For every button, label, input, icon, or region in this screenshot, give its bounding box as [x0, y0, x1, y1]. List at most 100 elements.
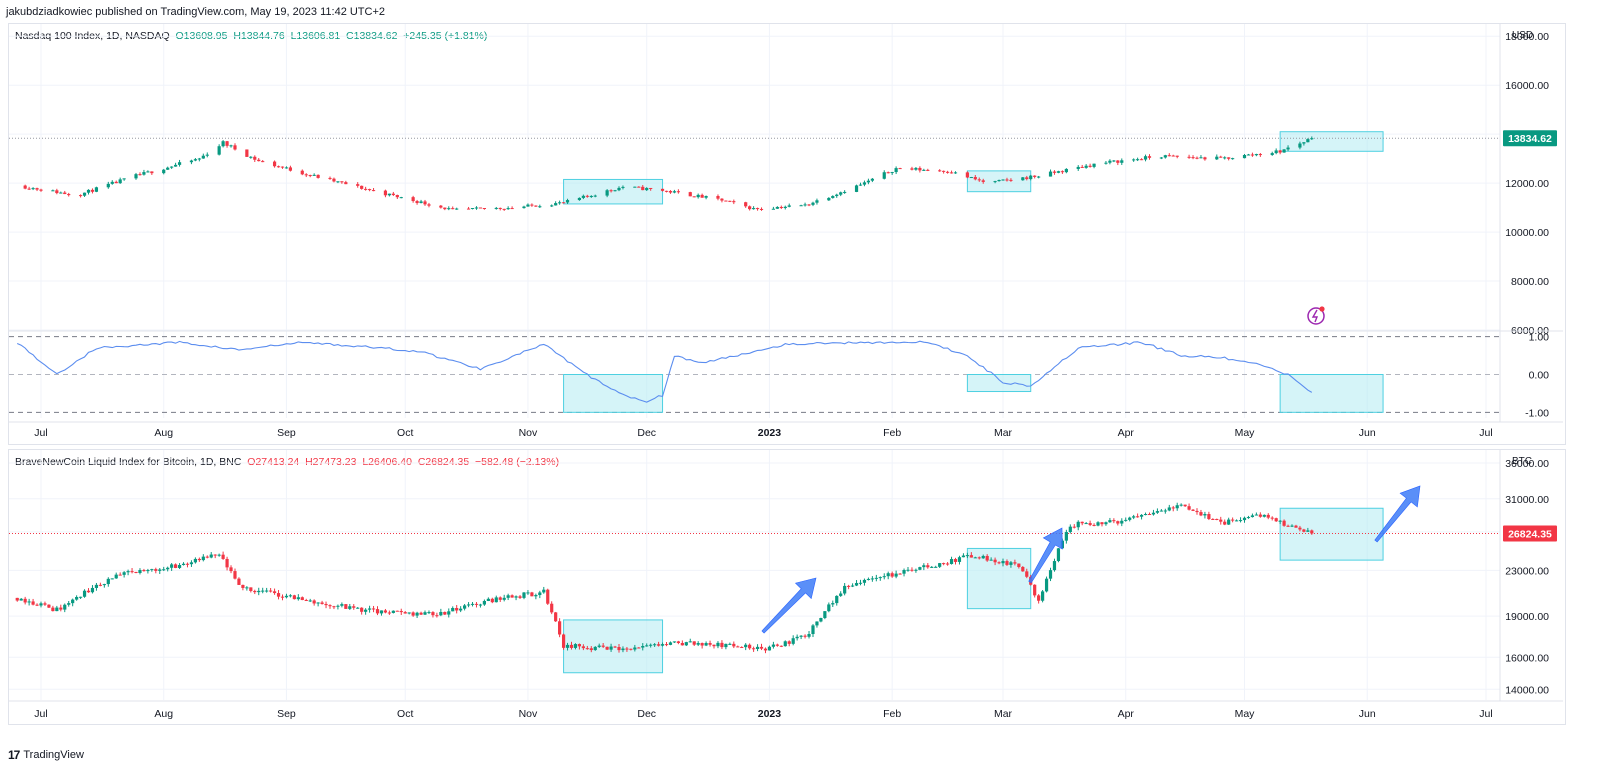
btc-candle: [67, 600, 71, 607]
btc-candle-body: [35, 604, 39, 606]
btc-candle: [1203, 511, 1207, 519]
nasdaq-candle-body: [63, 192, 67, 195]
nasdaq-candle: [427, 202, 431, 208]
btc-arrow-2: [1374, 485, 1421, 543]
nasdaq-candle: [229, 144, 233, 148]
nasdaq-candle: [328, 176, 332, 180]
btc-candle: [787, 640, 791, 647]
btc-candle: [1179, 503, 1183, 507]
nasdaq-candle-body: [439, 205, 443, 208]
nasdaq-candle-body: [922, 169, 926, 171]
nasdaq-candle-body: [969, 177, 973, 179]
btc-candle: [1270, 516, 1274, 521]
nasdaq-candle: [839, 191, 843, 197]
nasdaq-time-label-1: Aug: [154, 427, 173, 439]
btc-candle-body: [1100, 522, 1104, 525]
nasdaq-candle: [1302, 142, 1306, 146]
nasdaq-candle: [451, 206, 455, 210]
btc-candle-body: [554, 612, 558, 622]
btc-candle-body: [1179, 504, 1183, 506]
nasdaq-candle-body: [383, 190, 388, 196]
nasdaq-candle-body: [284, 167, 289, 169]
btc-candle: [423, 610, 427, 615]
btc-candle: [510, 594, 514, 598]
nasdaq-candle: [696, 193, 700, 199]
btc-candle: [684, 641, 688, 647]
btc-candle-body: [1041, 591, 1045, 601]
btc-candle: [391, 610, 395, 614]
footer[interactable]: 17 TradingView: [8, 748, 84, 762]
nasdaq-candle: [1080, 164, 1084, 169]
btc-candle: [304, 598, 308, 602]
indicator-highlight-box-0: [563, 374, 664, 413]
nasdaq-candle-body: [276, 166, 281, 168]
btc-highlight-box-1: [966, 547, 1032, 610]
btc-candle: [1223, 519, 1227, 526]
btc-candle: [1151, 509, 1156, 516]
nasdaq-candle: [949, 170, 954, 174]
nasdaq-candle-body: [1143, 156, 1148, 160]
btc-candle-body: [514, 596, 518, 598]
nasdaq-candle-body: [704, 196, 708, 198]
btc-candle: [1310, 529, 1314, 535]
btc-candle-body: [660, 644, 665, 646]
nasdaq-candle: [150, 171, 154, 175]
nasdaq-candle: [1219, 155, 1223, 158]
nasdaq-candle-body: [744, 202, 748, 207]
nasdaq-price-tick-4: 10000.00: [1505, 227, 1549, 239]
nasdaq-candle: [1215, 154, 1219, 161]
nasdaq-candle: [1064, 168, 1068, 174]
nasdaq-candle-body: [783, 206, 787, 209]
btc-candle: [43, 601, 47, 606]
nasdaq-candle: [676, 189, 680, 194]
btc-candle: [656, 641, 661, 647]
btc-candle: [1254, 512, 1258, 516]
nasdaq-candle: [938, 169, 942, 172]
nasdaq-candle: [1001, 179, 1005, 181]
btc-legend[interactable]: BraveNewCoin Liquid Index for Bitcoin, 1…: [15, 456, 559, 468]
nasdaq-candle: [815, 198, 819, 205]
btc-candle-body: [712, 644, 716, 647]
nasdaq-candle-body: [1108, 160, 1112, 163]
btc-candle-body: [1203, 514, 1207, 516]
nasdaq-candle: [593, 194, 597, 198]
btc-candle: [862, 578, 867, 586]
btc-candle-body: [1147, 514, 1152, 516]
btc-candle: [839, 591, 843, 597]
btc-candle-body: [221, 554, 225, 559]
nasdaq-candle: [534, 205, 538, 207]
btc-candle-body: [75, 596, 79, 600]
btc-candle-body: [902, 570, 906, 574]
btc-candle: [688, 638, 692, 643]
btc-candle: [1234, 519, 1239, 522]
btc-candle: [1227, 517, 1231, 525]
btc-candle: [961, 553, 966, 558]
nasdaq-candle: [360, 185, 364, 190]
nasdaq-candle-body: [78, 195, 83, 197]
btc-candle-body: [676, 641, 680, 643]
nasdaq-candle-body: [862, 182, 867, 185]
btc-candle-body: [15, 597, 19, 601]
nasdaq-candle-body: [1250, 154, 1255, 156]
btc-candle: [1143, 512, 1148, 516]
btc-candle-body: [1207, 514, 1211, 519]
nasdaq-candle: [1084, 164, 1088, 169]
nasdaq-candle-body: [1116, 160, 1120, 163]
nasdaq-candle: [558, 200, 562, 205]
btc-candle-body: [55, 607, 59, 612]
nasdaq-candle-body: [494, 207, 498, 209]
btc-candle-body: [114, 574, 118, 579]
nasdaq-candle: [288, 165, 293, 172]
nasdaq-candle-body: [676, 191, 680, 193]
nasdaq-candle-body: [1056, 171, 1061, 173]
nasdaq-candle: [344, 180, 348, 185]
nasdaq-candle-body: [90, 189, 95, 192]
btc-candle: [241, 584, 245, 591]
btc-candle-body: [1017, 563, 1021, 567]
btc-candle-body: [348, 606, 352, 609]
btc-candle: [1274, 517, 1278, 522]
nasdaq-candle: [1270, 151, 1274, 156]
btc-candle-body: [253, 590, 257, 593]
nasdaq-time-label-11: Jun: [1359, 427, 1376, 439]
